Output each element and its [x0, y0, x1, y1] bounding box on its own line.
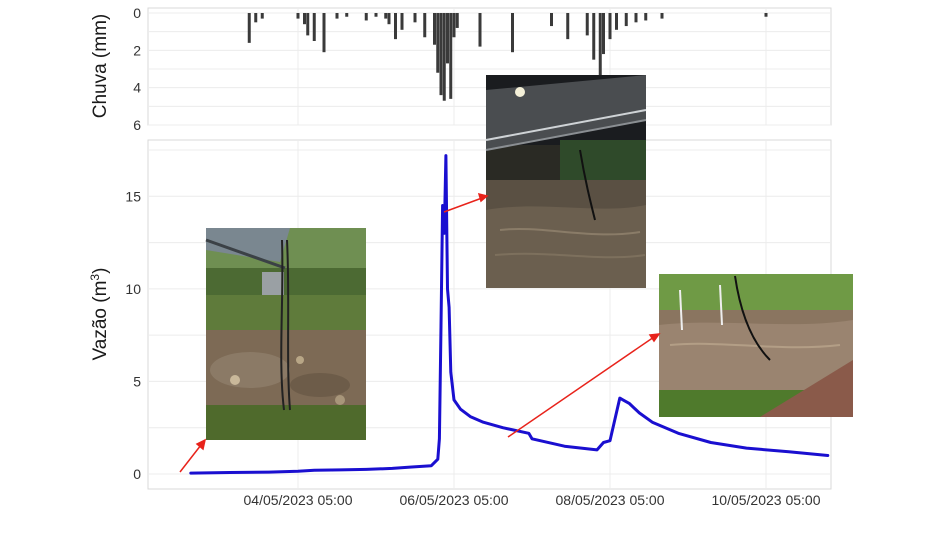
rain-panel: 0 2 4 6 Chuva (mm)	[90, 5, 832, 133]
rain-y-axis-label: Chuva (mm)	[90, 14, 111, 119]
flow-y-axis-label-close: )	[90, 268, 111, 274]
rain-bar	[585, 13, 589, 36]
rain-bar	[446, 13, 449, 64]
arrow-recession	[507, 336, 655, 438]
rain-bar	[260, 13, 264, 19]
rain-bar	[602, 13, 605, 55]
annotation-arrows	[179, 192, 661, 473]
rain-bar	[439, 13, 443, 96]
rain-y-tick-label: 4	[133, 80, 141, 96]
flow-y-tick-label: 10	[125, 281, 141, 297]
discharge-series-line	[189, 154, 830, 475]
rain-bar	[566, 13, 570, 40]
flow-y-tick-label: 5	[133, 373, 141, 389]
flow-y-axis-label-sup: 3	[88, 274, 102, 281]
rain-bar	[413, 13, 417, 23]
photo-peak-flow	[485, 75, 647, 288]
rain-bar	[455, 13, 459, 28]
flow-x-tick-label: 08/05/2023 05:00	[556, 492, 665, 508]
rain-bar	[400, 13, 404, 30]
rain-bar	[660, 13, 664, 19]
rain-bar	[335, 13, 339, 19]
rain-bar	[452, 13, 456, 38]
rain-bar	[608, 13, 612, 40]
rain-y-tick-label: 6	[133, 117, 141, 133]
photo-recession	[659, 274, 853, 417]
rain-bar	[550, 13, 553, 27]
rain-bar	[364, 13, 368, 21]
rain-bar	[254, 13, 258, 23]
rain-y-tick-label: 2	[133, 42, 141, 58]
rain-bar	[312, 13, 316, 41]
rain-bar	[387, 13, 391, 25]
rain-bar	[296, 13, 300, 19]
rain-bar	[592, 13, 596, 60]
arrow-peak-flow	[443, 197, 483, 213]
rain-bar	[247, 13, 251, 43]
arrow-low-flow	[179, 444, 202, 473]
photo-low-flow	[205, 228, 366, 440]
rain-bars	[247, 13, 768, 101]
flow-y-axis-label-main: Vazão (m	[90, 281, 111, 361]
rain-bar	[624, 13, 628, 27]
rain-bar	[374, 13, 378, 17]
flow-x-tick-label: 04/05/2023 05:00	[244, 492, 353, 508]
rain-bar	[442, 13, 446, 101]
rain-bar	[423, 13, 427, 38]
arrow-peak-flow-head	[477, 192, 489, 203]
rain-bar	[303, 13, 306, 25]
rain-bar	[634, 13, 638, 23]
rain-bar	[322, 13, 326, 53]
flow-y-axis-label: Vazão (m3)	[88, 268, 111, 361]
rain-bar	[598, 13, 602, 79]
rain-bar	[449, 13, 453, 99]
rain-bar	[764, 13, 768, 17]
rain-bar	[511, 13, 514, 53]
flow-x-ticks: 04/05/2023 05:00 06/05/2023 05:00 08/05/20…	[244, 492, 821, 508]
rain-bar	[615, 13, 618, 30]
rain-bar	[384, 13, 388, 19]
rain-bar	[644, 13, 648, 21]
rain-bar	[306, 13, 310, 36]
rain-bar	[433, 13, 436, 45]
rain-y-tick-label: 0	[133, 5, 141, 21]
flow-y-tick-label: 15	[125, 188, 141, 204]
rain-bar	[394, 13, 397, 40]
flow-y-tick-label: 0	[133, 466, 141, 482]
flow-y-ticks: 0 5 10 15	[125, 188, 141, 482]
arrow-recession-head	[648, 333, 661, 343]
flow-x-tick-label: 06/05/2023 05:00	[400, 492, 509, 508]
rain-bar	[345, 13, 349, 17]
rain-y-ticks: 0 2 4 6	[133, 5, 141, 133]
arrow-low-flow-head	[195, 438, 207, 451]
rain-bar	[436, 13, 440, 73]
rain-bar	[478, 13, 482, 47]
flow-x-tick-label: 10/05/2023 05:00	[712, 492, 821, 508]
